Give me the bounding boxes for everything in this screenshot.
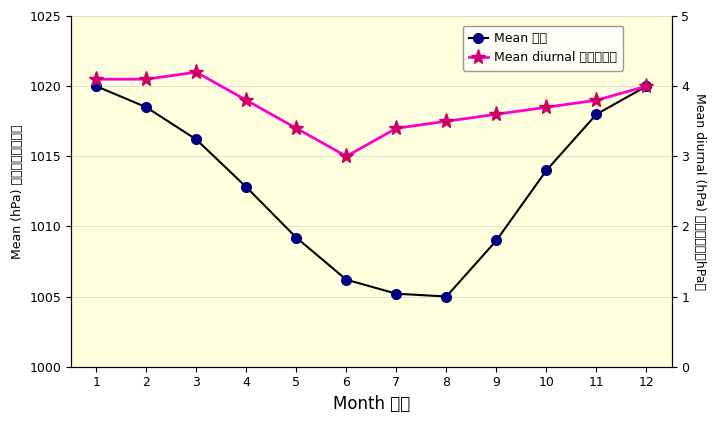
Mean 平均 [142,105,151,110]
Mean diurnal 平均日較差 [142,77,151,82]
Y-axis label: Mean (hPa) 平均（百帕斯卡）: Mean (hPa) 平均（百帕斯卡） [11,124,24,259]
Mean 平均 [442,294,451,299]
Mean diurnal 平均日較差 [542,105,551,110]
Y-axis label: Mean diurnal (hPa) 平均日較差（hPa）: Mean diurnal (hPa) 平均日較差（hPa） [693,93,706,290]
Mean 平均 [192,137,201,142]
Mean diurnal 平均日較差 [342,154,351,159]
Mean 平均 [292,235,300,240]
Legend: Mean 平均, Mean diurnal 平均日較差: Mean 平均, Mean diurnal 平均日較差 [462,26,623,71]
Mean diurnal 平均日較差 [292,126,300,131]
Mean diurnal 平均日較差 [442,119,451,124]
Mean diurnal 平均日較差 [642,84,651,89]
X-axis label: Month 月份: Month 月份 [333,395,410,413]
Mean 平均 [92,84,100,89]
Mean 平均 [392,291,401,296]
Mean diurnal 平均日較差 [592,98,601,103]
Mean diurnal 平均日較差 [392,126,401,131]
Mean 平均 [542,168,551,173]
Mean 平均 [492,238,500,243]
Line: Mean 平均: Mean 平均 [91,81,651,301]
Mean diurnal 平均日較差 [242,98,251,103]
Line: Mean diurnal 平均日較差: Mean diurnal 平均日較差 [89,64,654,164]
Mean 平均 [592,112,601,117]
Mean diurnal 平均日較差 [492,112,500,117]
Mean 平均 [342,277,351,282]
Mean diurnal 平均日較差 [92,77,100,82]
Mean 平均 [642,84,651,89]
Mean 平均 [242,184,251,190]
Mean diurnal 平均日較差 [192,70,201,75]
